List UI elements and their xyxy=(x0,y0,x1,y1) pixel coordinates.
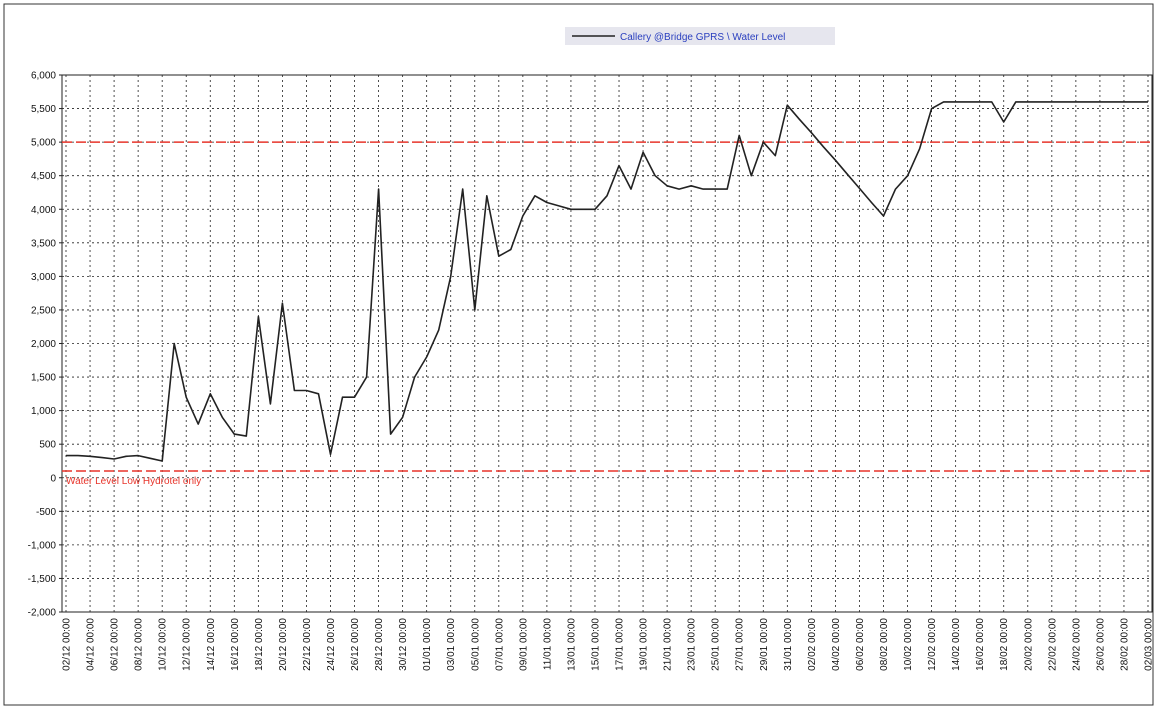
y-tick-label: 0 xyxy=(50,473,56,484)
x-tick-label: 02/12 00:00 xyxy=(62,618,73,671)
x-tick-label: 02/03 00:00 xyxy=(1144,618,1155,671)
x-tick-label: 01/01 00:00 xyxy=(422,618,433,671)
x-tick-label: 12/02 00:00 xyxy=(927,618,938,671)
y-tick-label: -1,000 xyxy=(28,540,57,551)
x-tick-label: 16/12 00:00 xyxy=(230,618,241,671)
x-tick-label: 10/12 00:00 xyxy=(158,618,169,671)
y-tick-label: 2,000 xyxy=(31,339,56,350)
x-tick-label: 17/01 00:00 xyxy=(615,618,626,671)
x-tick-label: 06/12 00:00 xyxy=(110,618,121,671)
x-tick-label: 30/12 00:00 xyxy=(398,618,409,671)
x-tick-label: 15/01 00:00 xyxy=(590,618,601,671)
x-tick-label: 14/02 00:00 xyxy=(951,618,962,671)
x-tick-label: 25/01 00:00 xyxy=(711,618,722,671)
y-tick-label: 5,000 xyxy=(31,138,56,149)
x-tick-label: 23/01 00:00 xyxy=(687,618,698,671)
x-tick-label: 27/01 00:00 xyxy=(735,618,746,671)
x-tick-label: 03/01 00:00 xyxy=(446,618,457,671)
x-tick-label: 21/01 00:00 xyxy=(663,618,674,671)
y-tick-label: 5,500 xyxy=(31,104,56,115)
x-tick-label: 08/12 00:00 xyxy=(134,618,145,671)
x-tick-label: 04/02 00:00 xyxy=(831,618,842,671)
x-tick-label: 20/12 00:00 xyxy=(278,618,289,671)
y-tick-label: 3,500 xyxy=(31,238,56,249)
legend-box xyxy=(565,27,835,45)
threshold-label: Water Level Low Hydrotel only xyxy=(66,476,201,487)
x-tick-label: 18/12 00:00 xyxy=(254,618,265,671)
y-tick-label: 500 xyxy=(39,440,56,451)
y-tick-label: 4,500 xyxy=(31,171,56,182)
x-tick-label: 29/01 00:00 xyxy=(759,618,770,671)
x-tick-label: 09/01 00:00 xyxy=(518,618,529,671)
y-tick-label: -1,500 xyxy=(28,574,57,585)
x-tick-label: 14/12 00:00 xyxy=(206,618,217,671)
x-tick-label: 12/12 00:00 xyxy=(182,618,193,671)
y-tick-label: 2,500 xyxy=(31,305,56,316)
x-tick-label: 10/02 00:00 xyxy=(903,618,914,671)
y-tick-label: 1,000 xyxy=(31,406,56,417)
y-tick-label: 4,000 xyxy=(31,205,56,216)
x-tick-label: 31/01 00:00 xyxy=(783,618,794,671)
x-tick-label: 20/02 00:00 xyxy=(1023,618,1034,671)
x-tick-label: 28/12 00:00 xyxy=(374,618,385,671)
series-line xyxy=(66,101,1148,462)
x-tick-label: 08/02 00:00 xyxy=(879,618,890,671)
frame xyxy=(3,3,1154,706)
x-tick-label: 26/12 00:00 xyxy=(350,618,361,671)
y-tick-label: 3,000 xyxy=(31,272,56,283)
x-tick-label: 24/02 00:00 xyxy=(1071,618,1082,671)
y-tick-label: -2,000 xyxy=(28,608,57,619)
x-tick-label: 26/02 00:00 xyxy=(1095,618,1106,671)
x-tick-label: 05/01 00:00 xyxy=(470,618,481,671)
x-tick-label: 04/12 00:00 xyxy=(86,618,97,671)
x-tick-label: 16/02 00:00 xyxy=(975,618,986,671)
x-tick-label: 11/01 00:00 xyxy=(542,618,553,671)
x-tick-label: 19/01 00:00 xyxy=(639,618,650,671)
x-tick-label: 07/01 00:00 xyxy=(494,618,505,671)
x-tick-label: 28/02 00:00 xyxy=(1119,618,1130,671)
x-tick-label: 18/02 00:00 xyxy=(999,618,1010,671)
x-tick-label: 06/02 00:00 xyxy=(855,618,866,671)
x-tick-label: 22/02 00:00 xyxy=(1047,618,1058,671)
legend-label: Callery @Bridge GPRS \ Water Level xyxy=(620,32,785,43)
x-tick-label: 22/12 00:00 xyxy=(302,618,313,671)
y-tick-label: 1,500 xyxy=(31,373,56,384)
y-tick-label: 6,000 xyxy=(31,71,56,82)
x-tick-label: 02/02 00:00 xyxy=(807,618,818,671)
x-tick-label: 24/12 00:00 xyxy=(326,618,337,671)
y-tick-label: -500 xyxy=(36,507,56,518)
x-tick-label: 13/01 00:00 xyxy=(566,618,577,671)
